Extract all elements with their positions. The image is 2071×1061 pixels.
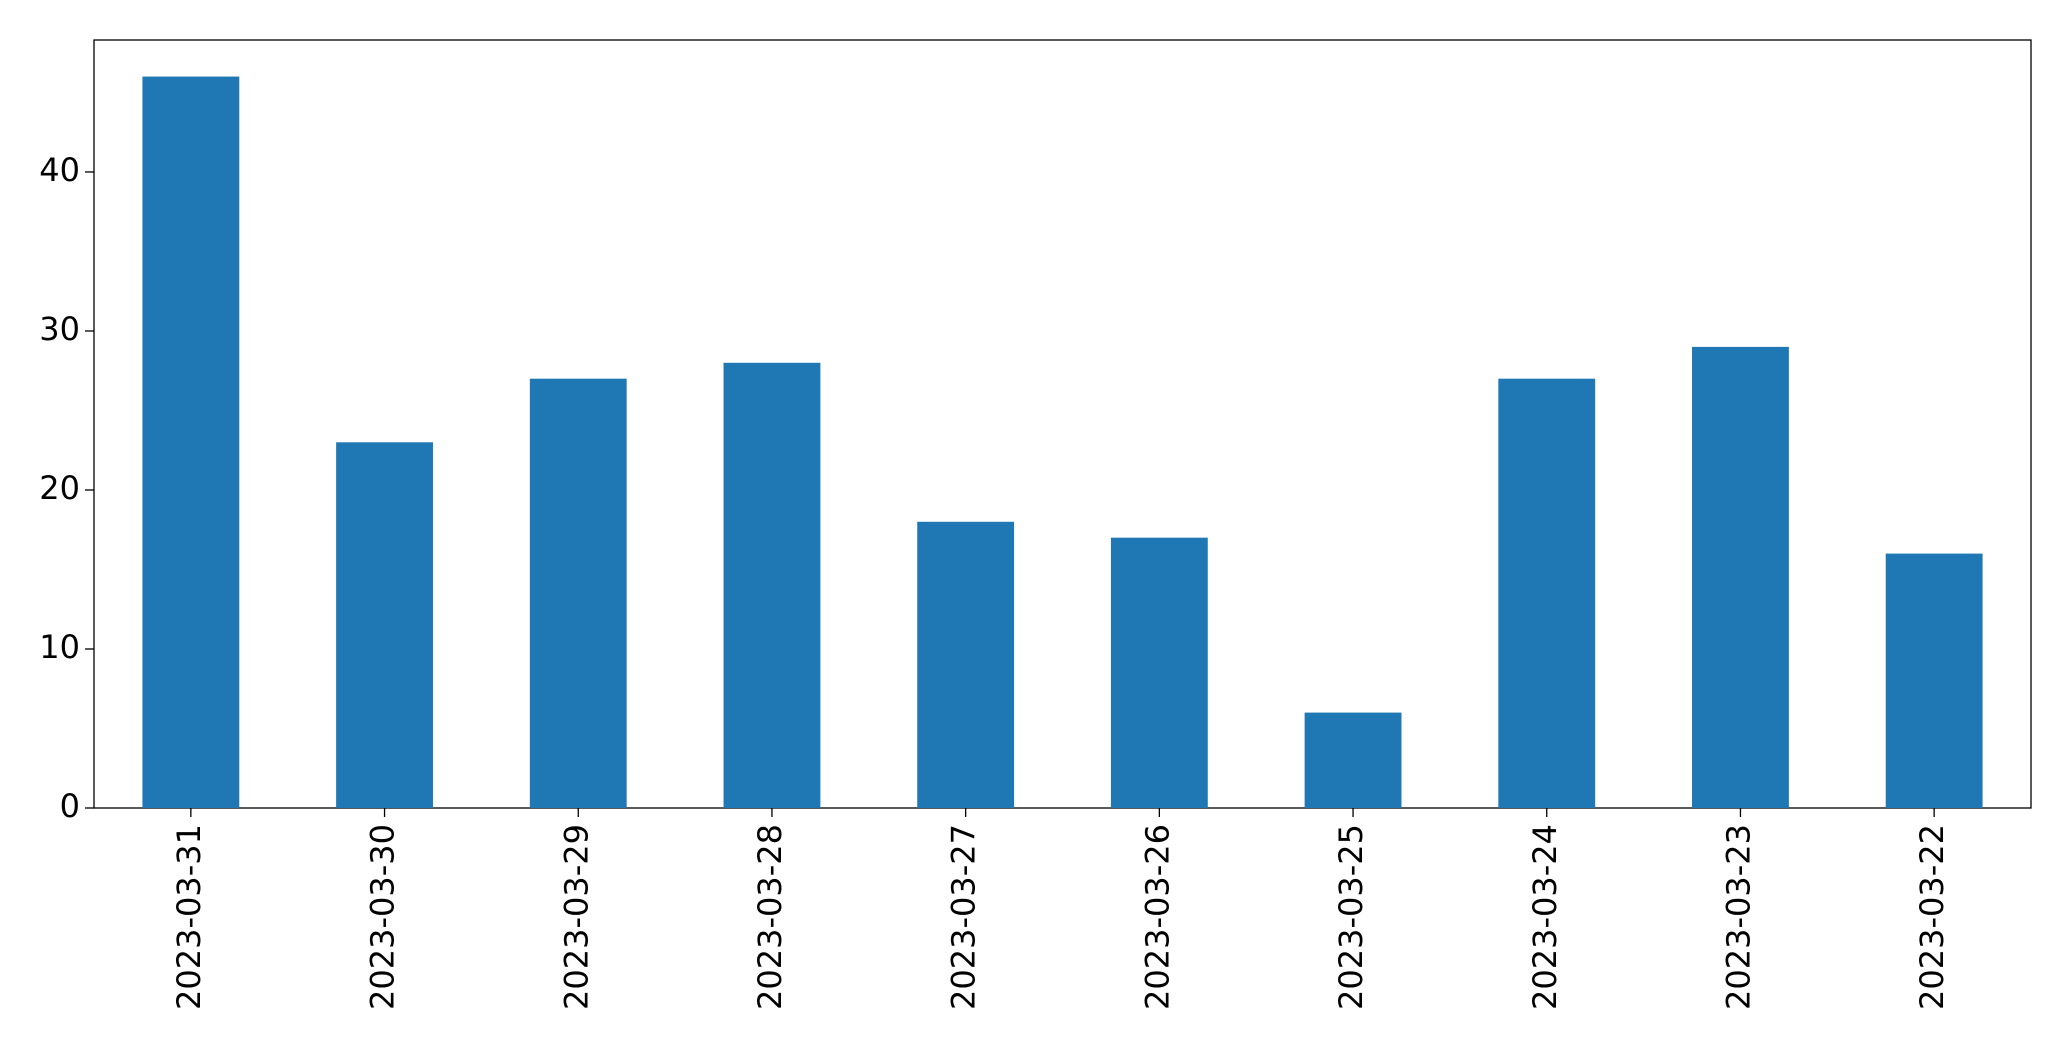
plot-frame — [93, 39, 2032, 809]
bar — [1498, 378, 1596, 808]
x-tick-label: 2023-03-25 — [1332, 824, 1370, 1010]
x-tick-label: 2023-03-27 — [945, 824, 983, 1010]
y-tick-label: 0 — [60, 787, 80, 825]
x-tick-label: 2023-03-26 — [1138, 824, 1176, 1010]
bar — [529, 378, 627, 808]
x-tick-label: 2023-03-31 — [170, 824, 208, 1010]
bar — [1304, 712, 1402, 808]
bar — [142, 76, 240, 809]
bar — [336, 442, 433, 808]
bar — [723, 362, 821, 808]
x-tick-label: 2023-03-29 — [557, 824, 595, 1010]
x-tick-label: 2023-03-30 — [364, 824, 402, 1010]
x-tick-label: 2023-03-24 — [1526, 824, 1564, 1010]
bar — [1110, 537, 1208, 808]
y-tick-label: 30 — [39, 310, 80, 348]
bar — [917, 521, 1015, 808]
y-tick-label: 40 — [39, 151, 80, 189]
y-tick-label: 20 — [39, 469, 80, 507]
bar — [1692, 346, 1789, 808]
y-tick-label: 10 — [39, 628, 80, 666]
bar — [1885, 553, 1983, 808]
x-tick-label: 2023-03-28 — [751, 824, 789, 1010]
x-tick-label: 2023-03-23 — [1719, 824, 1757, 1010]
x-tick-label: 2023-03-22 — [1913, 824, 1951, 1010]
